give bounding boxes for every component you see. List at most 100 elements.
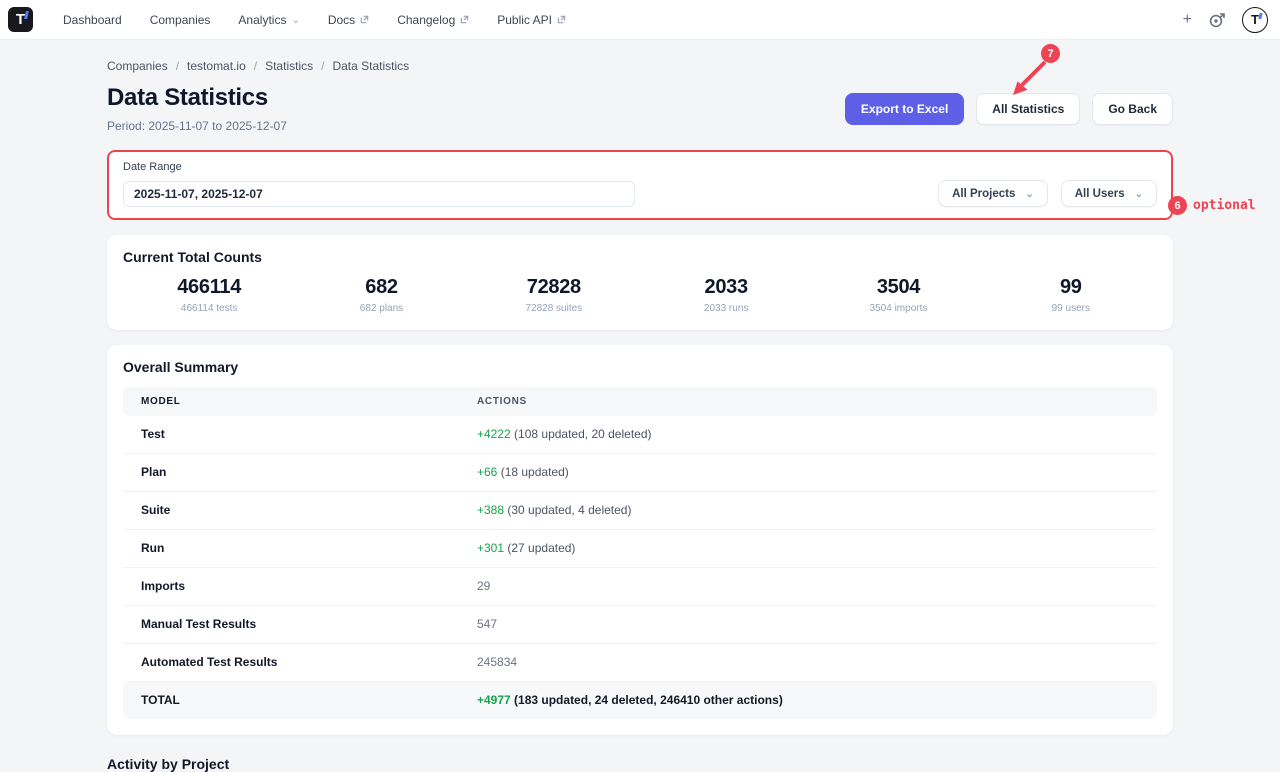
summary-table-body: Test +4222 (108 updated, 20 deleted) Plan +… xyxy=(123,416,1157,719)
external-link-icon xyxy=(557,15,566,24)
stat-value: 3504 xyxy=(876,276,921,298)
table-row-suite: Suite +388 (30 updated, 4 deleted) xyxy=(123,492,1157,530)
stat-label: 2033 runs xyxy=(703,303,749,314)
external-link-icon xyxy=(360,15,369,24)
added-count: +4222 xyxy=(477,427,511,441)
added-count: +301 xyxy=(477,541,505,555)
action-details: 245834 xyxy=(477,655,518,669)
stat-value: 682 xyxy=(365,276,398,298)
breadcrumb-separator: / xyxy=(175,59,180,73)
stat-label: 466114 tests xyxy=(180,303,238,314)
export-to-excel-button[interactable]: Export to Excel xyxy=(844,92,965,125)
added-count: +66 xyxy=(477,465,498,479)
nav-items: Dashboard Companies Analytics ⌄ Docs Changelo… xyxy=(49,0,580,40)
table-row-manual-test-results: Manual Test Results 547 xyxy=(123,606,1157,644)
nav-item-label: Dashboard xyxy=(63,12,122,27)
go-back-button[interactable]: Go Back xyxy=(1092,92,1173,125)
action-details: (30 updated, 4 deleted) xyxy=(507,503,632,517)
column-header-actions: Actions xyxy=(477,396,527,407)
chevron-down-icon: ⌄ xyxy=(1025,188,1034,200)
avatar-letter: T xyxy=(1251,12,1259,27)
table-row-automated-test-results: Automated Test Results 245834 xyxy=(123,644,1157,682)
summary-table-header: Model Actions xyxy=(123,387,1157,416)
date-range-input[interactable] xyxy=(123,180,635,207)
nav-item-public-api[interactable]: Public API xyxy=(483,0,580,40)
action-details: (27 updated) xyxy=(507,541,576,555)
top-nav: T Dashboard Companies Analytics ⌄ Docs Change… xyxy=(0,0,1280,40)
overall-summary-title: Overall Summary xyxy=(123,359,239,375)
actions-cell: 29 xyxy=(477,579,1139,593)
model-cell: Plan xyxy=(141,465,167,479)
breadcrumb-item-statistics[interactable]: Statistics xyxy=(265,59,314,73)
activity-by-project-title: Activity by Project xyxy=(107,756,230,772)
breadcrumb-separator: / xyxy=(321,59,325,73)
actions-cell: 245834 xyxy=(477,655,1139,669)
stats-row: 466114 466114 tests 682 682 plans 72828 72828… xyxy=(123,276,1157,314)
model-cell: TOTAL xyxy=(141,693,180,707)
actions-cell: +388 (30 updated, 4 deleted) xyxy=(477,503,1139,517)
header-buttons: Export to Excel All Statistics Go Back xyxy=(844,92,1173,125)
nav-item-label: Changelog xyxy=(397,12,456,27)
stat-plans: 682 682 plans xyxy=(295,276,467,314)
total-counts-title: Current Total Counts xyxy=(123,249,262,265)
model-cell: Run xyxy=(141,541,165,555)
breadcrumb-item-companies[interactable]: Companies xyxy=(107,59,168,73)
stat-value: 72828 xyxy=(526,276,581,298)
nav-item-docs[interactable]: Docs xyxy=(314,0,383,40)
users-dropdown[interactable]: All Users ⌄ xyxy=(1060,180,1157,207)
model-cell: Suite xyxy=(141,503,171,517)
breadcrumb-item-testomat-io[interactable]: testomat.io xyxy=(187,59,246,73)
stat-value: 99 xyxy=(1059,276,1082,298)
external-link-icon xyxy=(460,15,469,24)
nav-item-dashboard[interactable]: Dashboard xyxy=(49,0,136,40)
user-avatar[interactable]: T xyxy=(1242,6,1268,33)
summary-table: Model Actions Test +4222 (108 updated, 20… xyxy=(123,387,1157,719)
logo-letter: T xyxy=(15,11,26,28)
table-row-imports: Imports 29 xyxy=(123,568,1157,606)
title-block: Data Statistics Period: 2025-11-07 to 20… xyxy=(107,84,287,133)
total-counts-card: Current Total Counts 466114 466114 tests 6… xyxy=(107,235,1173,330)
all-statistics-button[interactable]: All Statistics xyxy=(976,92,1081,125)
model-cell: Imports xyxy=(141,579,186,593)
actions-cell: 547 xyxy=(477,617,1139,631)
projects-dropdown-label: All Projects xyxy=(952,187,1016,200)
nav-item-changelog[interactable]: Changelog xyxy=(383,0,483,40)
column-header-model: Model xyxy=(141,396,181,407)
stat-imports: 3504 3504 imports xyxy=(812,276,984,314)
table-row-total: TOTAL +4977 (183 updated, 24 deleted, 246… xyxy=(123,682,1157,719)
avatar-accent xyxy=(1257,12,1262,19)
nav-item-companies[interactable]: Companies xyxy=(136,0,225,40)
stat-label: 99 users xyxy=(1051,303,1090,314)
stat-label: 72828 suites xyxy=(525,303,583,314)
support-icon[interactable] xyxy=(1208,11,1226,29)
app-logo-icon[interactable]: T xyxy=(8,7,33,32)
nav-item-label: Companies xyxy=(149,12,211,27)
stat-value: 466114 xyxy=(177,276,242,298)
model-cell: Automated Test Results xyxy=(141,655,278,669)
actions-cell: +301 (27 updated) xyxy=(477,541,1139,555)
period-text: Period: 2025-11-07 to 2025-12-07 xyxy=(107,119,287,133)
stat-label: 3504 imports xyxy=(869,303,928,314)
actions-cell: +4222 (108 updated, 20 deleted) xyxy=(477,427,1139,441)
stat-tests: 466114 466114 tests xyxy=(123,276,295,314)
breadcrumb: Companies / testomat.io / Statistics / Data St… xyxy=(107,40,1173,73)
actions-cell: +66 (18 updated) xyxy=(477,465,1139,479)
model-cell: Test xyxy=(141,427,165,441)
actions-cell: +4977 (183 updated, 24 deleted, 246410 o… xyxy=(477,693,1139,707)
added-count: +388 xyxy=(477,503,505,517)
breadcrumb-separator: / xyxy=(253,59,258,73)
nav-right: + T xyxy=(1182,6,1268,33)
stat-users: 99 99 users xyxy=(985,276,1157,314)
plus-icon[interactable]: + xyxy=(1182,10,1192,28)
projects-dropdown[interactable]: All Projects ⌄ xyxy=(938,180,1048,207)
nav-item-analytics[interactable]: Analytics ⌄ xyxy=(224,0,313,40)
stat-label: 682 plans xyxy=(359,303,404,314)
annotation-optional-label: optional xyxy=(1193,198,1256,213)
breadcrumb-item-data-statistics: Data Statistics xyxy=(332,59,410,73)
action-details: 547 xyxy=(477,617,498,631)
stat-runs: 2033 2033 runs xyxy=(640,276,812,314)
table-row-plan: Plan +66 (18 updated) xyxy=(123,454,1157,492)
page-title: Data Statistics xyxy=(107,84,268,111)
chevron-down-icon: ⌄ xyxy=(1134,188,1143,200)
action-details: (18 updated) xyxy=(500,465,569,479)
